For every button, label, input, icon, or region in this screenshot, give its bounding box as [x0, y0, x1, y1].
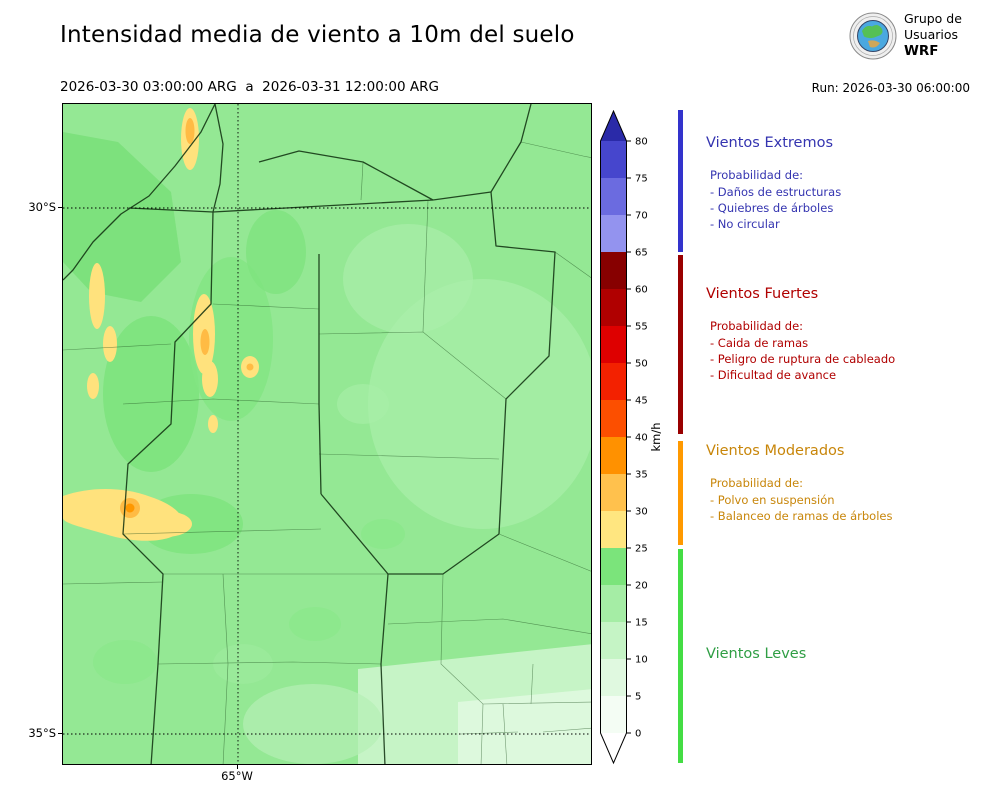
legend-bar-leves: [678, 549, 683, 763]
colorbar-lower-arrow: [600, 733, 627, 763]
colorbar-segment: [600, 400, 627, 437]
lat-tick-30s: [58, 207, 62, 208]
colorbar: 0 5 10 15 20 25 30 35 40 45 50 55 60 65 70 75 80: [600, 110, 648, 765]
lat-tick-35s: [58, 733, 62, 734]
colorbar-tick-label: 40: [635, 433, 648, 444]
lat-label-35s: 35°S: [28, 726, 56, 740]
colorbar-tick-label: 50: [635, 359, 648, 370]
colorbar-segment: [600, 326, 627, 363]
legend-section-moderados: Vientos Moderados Probabilidad de: - Pol…: [706, 443, 978, 524]
colorbar-tick-label: 75: [635, 174, 648, 185]
moderate-wind-patches: [63, 108, 259, 541]
legend-item: - No circular: [710, 217, 780, 231]
colorbar-unit-label: km/h: [649, 422, 663, 452]
legend-section-fuertes: Vientos Fuertes Probabilidad de: - Caida…: [706, 286, 978, 383]
colorbar-tick-label: 30: [635, 507, 648, 518]
colorbar-tick-label: 0: [635, 729, 641, 740]
colorbar-tick-label: 60: [635, 285, 648, 296]
wind-map: [63, 104, 591, 764]
legend-bar-fuertes: [678, 255, 683, 434]
legend-title-fuertes: Vientos Fuertes: [706, 286, 819, 302]
colorbar-segment: [600, 622, 627, 659]
legend-probability-label: Probabilidad de:: [710, 319, 804, 333]
colorbar-segment: [600, 215, 627, 252]
legend-section-leves: Vientos Leves: [706, 646, 978, 679]
logo-line-wrf: WRF: [904, 43, 939, 59]
colorbar-tick-label: 10: [635, 655, 648, 666]
legend-item: - Polvo en suspensión: [710, 493, 835, 507]
valid-period-label: 2026-03-30 03:00:00 ARG a 2026-03-31 12:…: [60, 79, 439, 95]
colorbar-tick-label: 5: [635, 692, 641, 703]
colorbar-tick-label: 15: [635, 618, 648, 629]
legend-title-extremos: Vientos Extremos: [706, 135, 834, 151]
colorbar-segment: [600, 511, 627, 548]
lon-tick-65w: [237, 765, 238, 769]
colorbar-segment: [600, 141, 627, 178]
logo-text: Grupo de Usuarios WRF: [904, 11, 962, 60]
logo-line-1: Grupo de: [904, 11, 962, 26]
colorbar-segment: [600, 178, 627, 215]
legend-probability-label: Probabilidad de:: [710, 168, 804, 182]
colorbar-segment: [600, 659, 627, 696]
globe-icon: [849, 12, 897, 60]
colorbar-segment: [600, 289, 627, 326]
colorbar-segment: [600, 363, 627, 400]
legend-item: - Balanceo de ramas de árboles: [710, 509, 893, 523]
legend-title-leves: Vientos Leves: [706, 646, 807, 662]
graticule: [63, 104, 591, 764]
legend-bar-extremos: [678, 110, 683, 252]
colorbar-tick-label: 45: [635, 396, 648, 407]
colorbar-tick-label: 55: [635, 322, 648, 333]
colorbar-tick-label: 70: [635, 211, 648, 222]
model-run-label: Run: 2026-03-30 06:00:00: [811, 81, 970, 95]
colorbar-segment: [600, 474, 627, 511]
colorbar-segment: [600, 696, 627, 733]
legend-item: - Quiebres de árboles: [710, 201, 834, 215]
colorbar-tick-label: 20: [635, 581, 648, 592]
colorbar-tick-label: 35: [635, 470, 648, 481]
department-boundaries: [63, 141, 591, 764]
colorbar-tick-label: 25: [635, 544, 648, 555]
legend-item: - Caida de ramas: [710, 336, 809, 350]
colorbar-tick-label: 80: [635, 137, 648, 148]
lat-label-30s: 30°S: [28, 200, 56, 214]
colorbar-segment: [600, 548, 627, 585]
legend-item: - Daños de estructuras: [710, 185, 842, 199]
colorbar-tick-label: 65: [635, 248, 648, 259]
colorbar-segment: [600, 252, 627, 289]
legend-item: - Peligro de ruptura de cableado: [710, 352, 896, 366]
legend-section-extremos: Vientos Extremos Probabilidad de: - Daño…: [706, 135, 978, 232]
page-title: Intensidad media de viento a 10m del sue…: [60, 22, 575, 48]
legend-title-moderados: Vientos Moderados: [706, 443, 845, 459]
lon-label-65w: 65°W: [221, 769, 253, 783]
logo-line-2: Usuarios: [904, 27, 959, 42]
legend-item: - Dificultad de avance: [710, 368, 837, 382]
wrf-user-group-logo: Grupo de Usuarios WRF: [849, 11, 962, 60]
legend-probability-label: Probabilidad de:: [710, 476, 804, 490]
legend-bar-moderados: [678, 441, 683, 545]
colorbar-segment: [600, 585, 627, 622]
colorbar-segment: [600, 437, 627, 474]
map-panel: [62, 103, 592, 765]
colorbar-upper-arrow: [600, 111, 627, 141]
